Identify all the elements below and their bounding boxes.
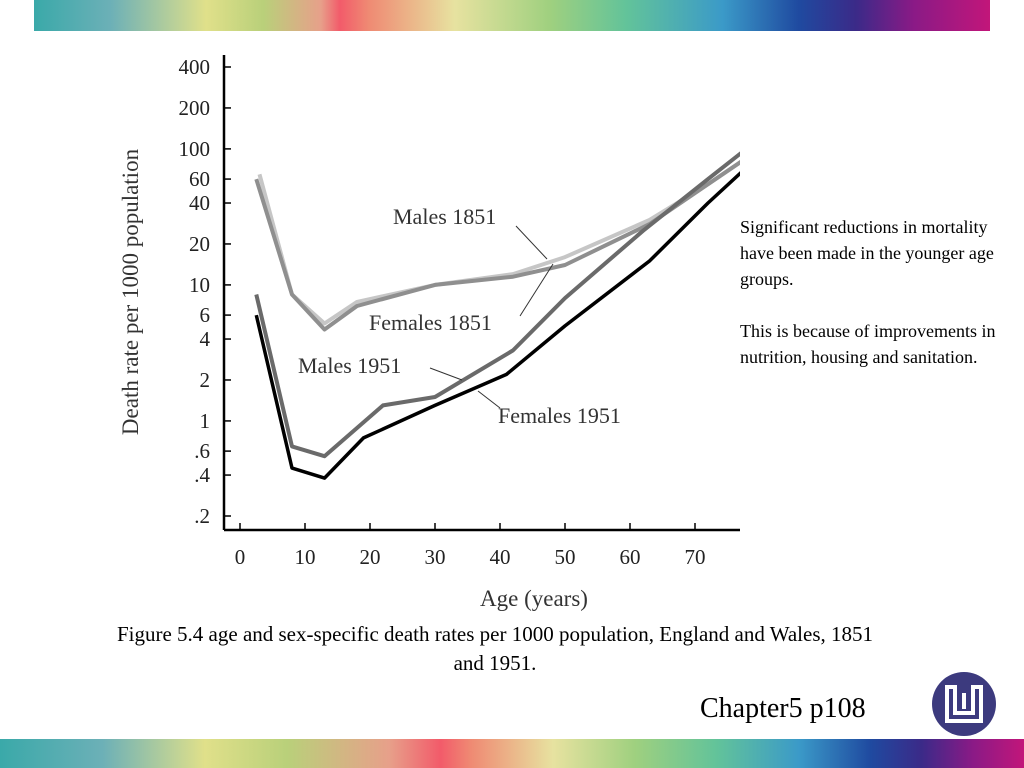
leader-line-females-1951 <box>477 390 501 409</box>
y-tick-label: .2 <box>194 504 210 528</box>
x-tick-label: 60 <box>620 545 641 569</box>
y-tick-label: 1 <box>200 409 211 433</box>
figure-caption: Figure 5.4 age and sex-specific death ra… <box>116 622 874 675</box>
x-tick-label: 30 <box>425 545 446 569</box>
y-tick-label: 200 <box>179 96 211 120</box>
y-tick-label: 60 <box>189 167 210 191</box>
bottom-color-band <box>0 739 1024 768</box>
y-tick-label: 400 <box>179 55 211 79</box>
series-line-females-1851 <box>254 160 740 332</box>
y-tick-label: 4 <box>200 327 211 351</box>
leader-line-males-1951 <box>429 367 463 381</box>
x-tick-label: 10 <box>295 545 316 569</box>
y-tick-label: 6 <box>200 303 211 327</box>
x-tick-label: 20 <box>360 545 381 569</box>
note-paragraph-reasons: This is because of improvements in nutri… <box>740 321 996 367</box>
y-tick-label: 40 <box>189 191 210 215</box>
explanatory-note: Significant reductions in mortality have… <box>740 214 1020 396</box>
series-line-females-1951 <box>254 171 740 480</box>
series-label-males-1951: Males 1951 <box>298 353 401 378</box>
leader-line-males-1851 <box>515 225 548 260</box>
x-tick-label: 0 <box>235 545 246 569</box>
chapter-reference: Chapter5 p108 <box>700 693 866 724</box>
y-axis-title: Death rate per 1000 population <box>118 148 143 435</box>
series-line-males-1951 <box>254 151 740 459</box>
note-paragraph-reductions: Significant reductions in mortality have… <box>740 217 994 289</box>
series-label-females-1851: Females 1851 <box>369 310 492 335</box>
x-tick-label: 40 <box>490 545 511 569</box>
series-label-females-1951: Females 1951 <box>498 403 621 428</box>
y-tick-label: 10 <box>189 273 210 297</box>
x-tick-label: 50 <box>555 545 576 569</box>
y-tick-label: .6 <box>194 439 210 463</box>
y-tick-label: 2 <box>200 368 211 392</box>
x-axis-title: Age (years) <box>480 586 588 611</box>
y-tick-label: 100 <box>179 137 211 161</box>
y-tick-label: 20 <box>189 232 210 256</box>
x-tick-label: 70 <box>685 545 706 569</box>
series-label-males-1851: Males 1851 <box>393 204 496 229</box>
leader-line-females-1851 <box>519 263 554 317</box>
university-logo-icon <box>932 672 996 736</box>
y-tick-label: .4 <box>194 463 210 487</box>
top-color-band <box>0 0 1024 31</box>
logo-mark <box>945 685 983 723</box>
